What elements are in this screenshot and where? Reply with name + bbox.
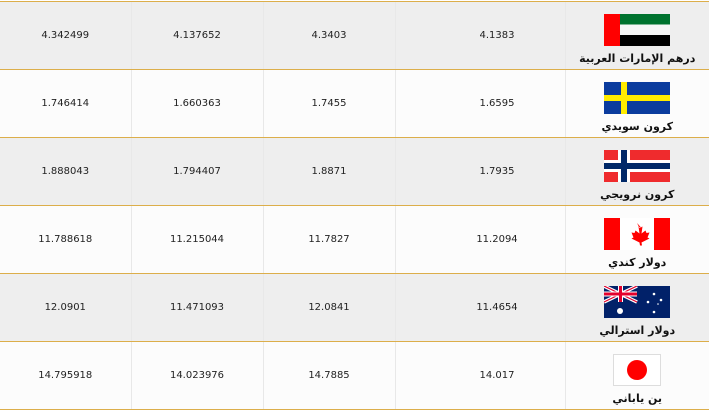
currency-cell: درهم الإمارات العربية	[565, 2, 709, 70]
rate-cell: 14.017	[395, 342, 565, 410]
rate-cell: 1.794407	[131, 138, 263, 206]
canada-flag-icon	[604, 218, 670, 250]
rate-cell: 14.7885	[263, 342, 395, 410]
rate-cell: 1.6595	[395, 70, 565, 138]
table-row: 4.342499 4.137652 4.3403 4.1383 درهم الإ…	[0, 2, 709, 70]
currency-name: كرون سويدي	[566, 120, 709, 133]
rate-cell: 1.7935	[395, 138, 565, 206]
rate-cell: 1.660363	[131, 70, 263, 138]
currency-cell: دولار استرالي	[565, 274, 709, 342]
rate-cell: 4.137652	[131, 2, 263, 70]
currency-cell: ين ياباني	[565, 342, 709, 410]
rate-cell: 12.0841	[263, 274, 395, 342]
currency-cell: دولار كندي	[565, 206, 709, 274]
rate-cell: 1.7455	[263, 70, 395, 138]
table-row: 12.0901 11.471093 12.0841 11.4654 دولار …	[0, 274, 709, 342]
currency-cell: كرون سويدي	[565, 70, 709, 138]
table-row: 1.888043 1.794407 1.8871 1.7935 كرون نرو…	[0, 138, 709, 206]
rate-cell: 1.888043	[0, 138, 131, 206]
currency-name: كرون نرويجي	[566, 188, 709, 201]
rate-cell: 12.0901	[0, 274, 131, 342]
rate-cell: 11.4654	[395, 274, 565, 342]
rate-cell: 1.746414	[0, 70, 131, 138]
currency-name: دولار كندي	[566, 256, 709, 269]
rate-cell: 11.471093	[131, 274, 263, 342]
rate-cell: 11.7827	[263, 206, 395, 274]
uae-flag-icon	[604, 14, 670, 46]
sweden-flag-icon	[604, 82, 670, 114]
rate-cell: 4.3403	[263, 2, 395, 70]
rate-cell: 14.023976	[131, 342, 263, 410]
japan-flag-icon	[613, 354, 661, 386]
rate-cell: 11.2094	[395, 206, 565, 274]
table-row: 14.795918 14.023976 14.7885 14.017 ين يا…	[0, 342, 709, 410]
currency-name: دولار استرالي	[566, 324, 709, 337]
currency-cell: كرون نرويجي	[565, 138, 709, 206]
currency-name: درهم الإمارات العربية	[566, 52, 709, 65]
table-row: 1.746414 1.660363 1.7455 1.6595 كرون سوي…	[0, 70, 709, 138]
currency-name: ين ياباني	[566, 392, 709, 405]
rate-cell: 4.1383	[395, 2, 565, 70]
rate-cell: 4.342499	[0, 2, 131, 70]
rate-cell: 11.215044	[131, 206, 263, 274]
rate-cell: 11.788618	[0, 206, 131, 274]
rate-cell: 1.8871	[263, 138, 395, 206]
australia-flag-icon	[604, 286, 670, 318]
norway-flag-icon	[604, 150, 670, 182]
rate-cell: 14.795918	[0, 342, 131, 410]
table-row: 11.788618 11.215044 11.7827 11.2094 دولا…	[0, 206, 709, 274]
